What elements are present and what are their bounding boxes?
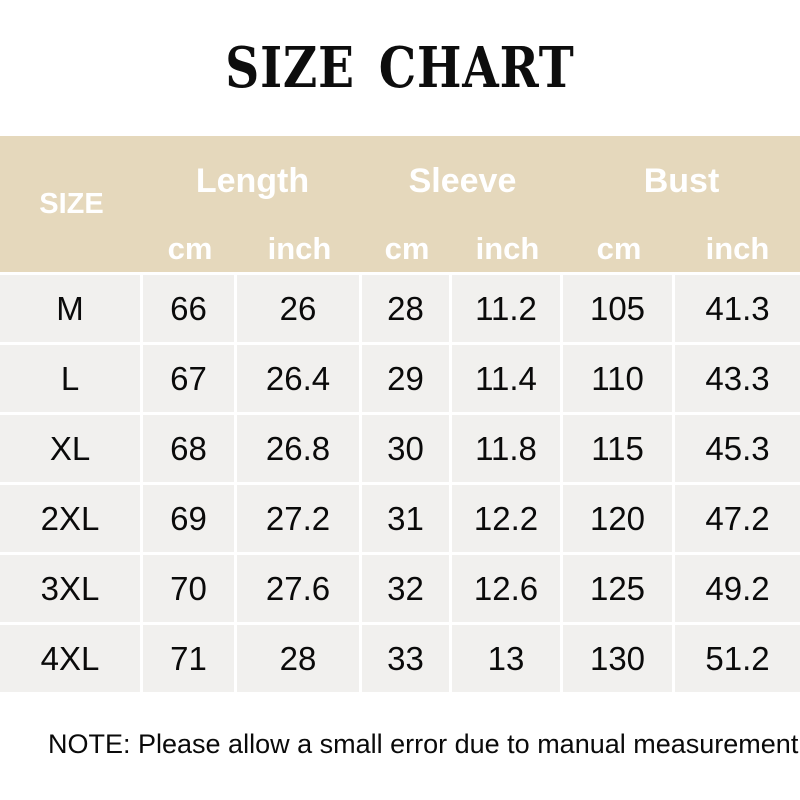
title-block: SIZE CHART [0,0,800,136]
table-cell: 70 [143,552,237,622]
table-cell: 110 [563,342,675,412]
table-cell: 28 [237,622,362,692]
measurement-note: NOTE: Please allow a small error due to … [48,729,800,759]
table-cell: 13 [452,622,563,692]
table-cell: 71 [143,622,237,692]
row-size-label: M [0,272,143,342]
table-cell: 11.2 [452,272,563,342]
table-cell: 120 [563,482,675,552]
table-cell: 12.6 [452,552,563,622]
header-unit-bust-inch: inch [705,231,770,266]
row-size-label: 2XL [0,482,143,552]
table-cell: 45.3 [675,412,800,482]
table-cell: 68 [143,412,237,482]
table-cell: 31 [362,482,452,552]
table-cell: 33 [362,622,452,692]
table-cell: 115 [563,412,675,482]
table-cell: 26.4 [237,342,362,412]
table-cell: 125 [563,552,675,622]
size-table-body: M 66 26 28 11.2 105 41.3 L 67 26.4 29 11… [0,272,800,692]
table-cell: 12.2 [452,482,563,552]
header-size-label: SIZE [39,187,104,220]
header-unit-bust-cm: cm [596,231,642,266]
header-unit-length-inch: inch [267,231,332,266]
table-cell: 11.8 [452,412,563,482]
table-cell: 49.2 [675,552,800,622]
table-cell: 27.2 [237,482,362,552]
table-cell: 43.3 [675,342,800,412]
header-group-bust: Bust [643,161,720,200]
header-unit-length-cm: cm [167,231,213,266]
table-cell: 130 [563,622,675,692]
table-cell: 26.8 [237,412,362,482]
table-cell: 32 [362,552,452,622]
table-cell: 69 [143,482,237,552]
header-unit-sleeve-cm: cm [384,231,430,266]
table-cell: 11.4 [452,342,563,412]
row-size-label: L [0,342,143,412]
table-cell: 26 [237,272,362,342]
row-size-label: 4XL [0,622,143,692]
header-unit-sleeve-inch: inch [475,231,540,266]
table-cell: 27.6 [237,552,362,622]
table-header-band: SIZE Length Sleeve Bust cm inch cm inch … [0,136,800,272]
row-size-label: XL [0,412,143,482]
table-cell: 66 [143,272,237,342]
table-cell: 51.2 [675,622,800,692]
row-size-label: 3XL [0,552,143,622]
table-cell: 29 [362,342,452,412]
table-cell: 41.3 [675,272,800,342]
table-cell: 28 [362,272,452,342]
table-cell: 67 [143,342,237,412]
table-cell: 47.2 [675,482,800,552]
table-cell: 105 [563,272,675,342]
page-title: SIZE CHART [225,35,575,101]
header-group-sleeve: Sleeve [408,161,517,200]
header-group-length: Length [195,161,310,200]
table-cell: 30 [362,412,452,482]
